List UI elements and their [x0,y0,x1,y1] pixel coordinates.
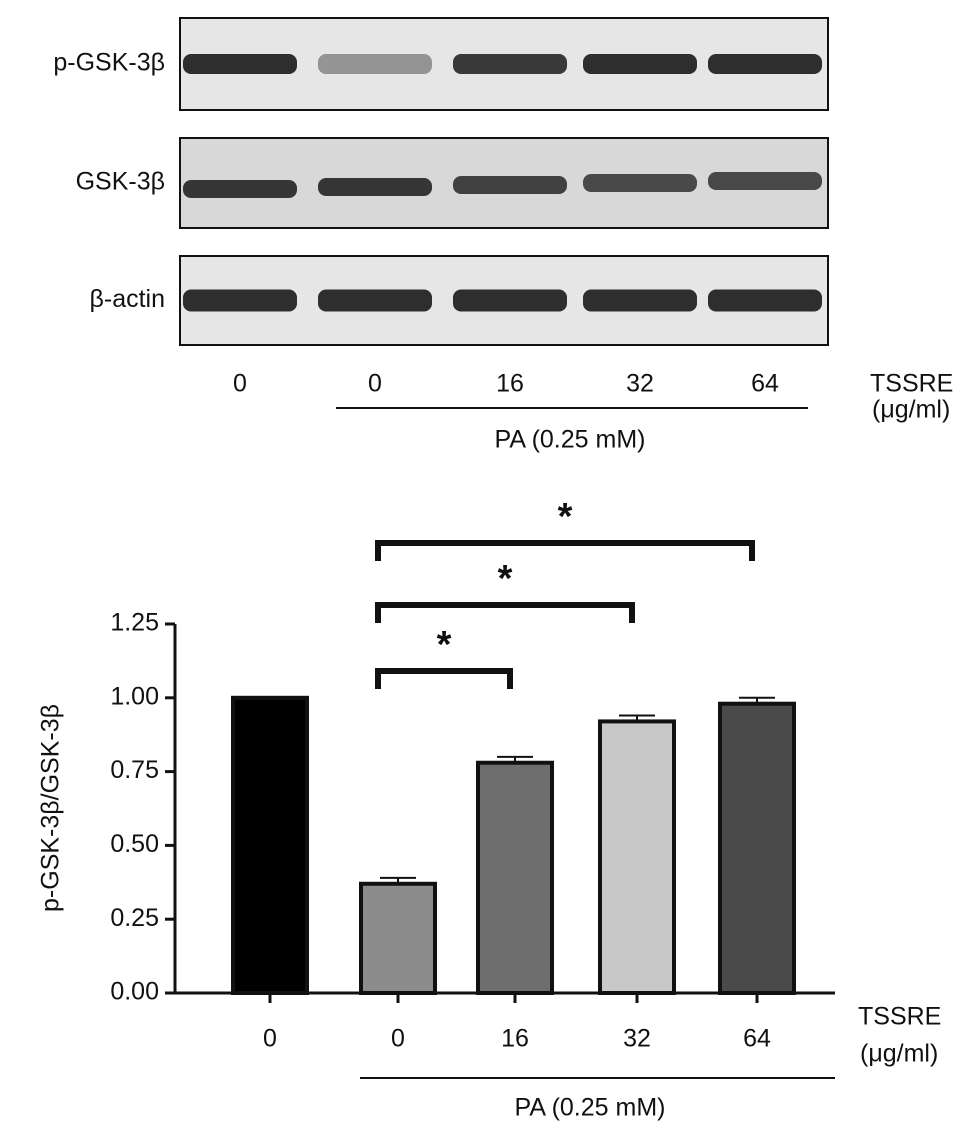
blot-lane-label: 16 [496,370,524,398]
blot-band [708,289,822,312]
bar [718,701,796,995]
bar [231,695,309,995]
blot-x-unit: (μg/ml) [872,396,950,424]
significance-label: * [437,624,452,666]
significance-bracket [375,668,513,689]
blot-lane-label: 0 [368,370,382,398]
blot-band [708,54,822,74]
x-tick-label: 0 [263,1025,277,1053]
significance-bracket [375,602,635,623]
blot-group-label: PA (0.25 mM) [495,426,646,454]
x-label: TSSRE [858,1003,941,1031]
y-tick-label: 1.25 [110,609,159,637]
bar [476,760,554,996]
blot-row-label: GSK-3β [76,168,165,196]
blot-band [318,178,432,196]
y-tick-label: 0.00 [110,978,159,1006]
blot-band [583,174,697,192]
blot-lane-label: 64 [751,370,779,398]
y-axis-label: p-GSK-3β/GSK-3β [37,704,65,912]
blot-band [318,289,432,312]
y-tick-label: 1.00 [110,682,159,710]
significance-bracket [375,540,755,561]
y-tick-label: 0.75 [110,756,159,784]
bar [359,881,437,995]
significance-label: * [498,558,513,600]
x-tick-label: 64 [743,1025,771,1053]
blot-band [708,172,822,190]
y-tick-label: 0.50 [110,830,159,858]
significance-label: * [558,496,573,538]
blot-row-label: p-GSK-3β [53,49,165,77]
blot-lane-label: 32 [626,370,654,398]
blot-band [453,54,567,74]
blot-band [183,180,297,198]
blot-band [453,289,567,312]
x-unit: (μg/ml) [860,1040,938,1068]
blot-band [183,54,297,74]
x-tick-label: 0 [391,1025,405,1053]
blot-band [583,54,697,74]
blot-band [453,176,567,194]
group-label: PA (0.25 mM) [515,1094,666,1122]
blot-band [583,289,697,312]
x-tick-label: 16 [501,1025,529,1053]
blot-band [183,289,297,312]
x-tick-label: 32 [623,1025,651,1053]
bar [598,719,676,996]
blot-x-label: TSSRE [870,370,953,398]
y-tick-label: 0.25 [110,904,159,932]
blot-lane-label: 0 [233,370,247,398]
blot-band [318,54,432,74]
blot-row-label: β-actin [89,285,165,313]
